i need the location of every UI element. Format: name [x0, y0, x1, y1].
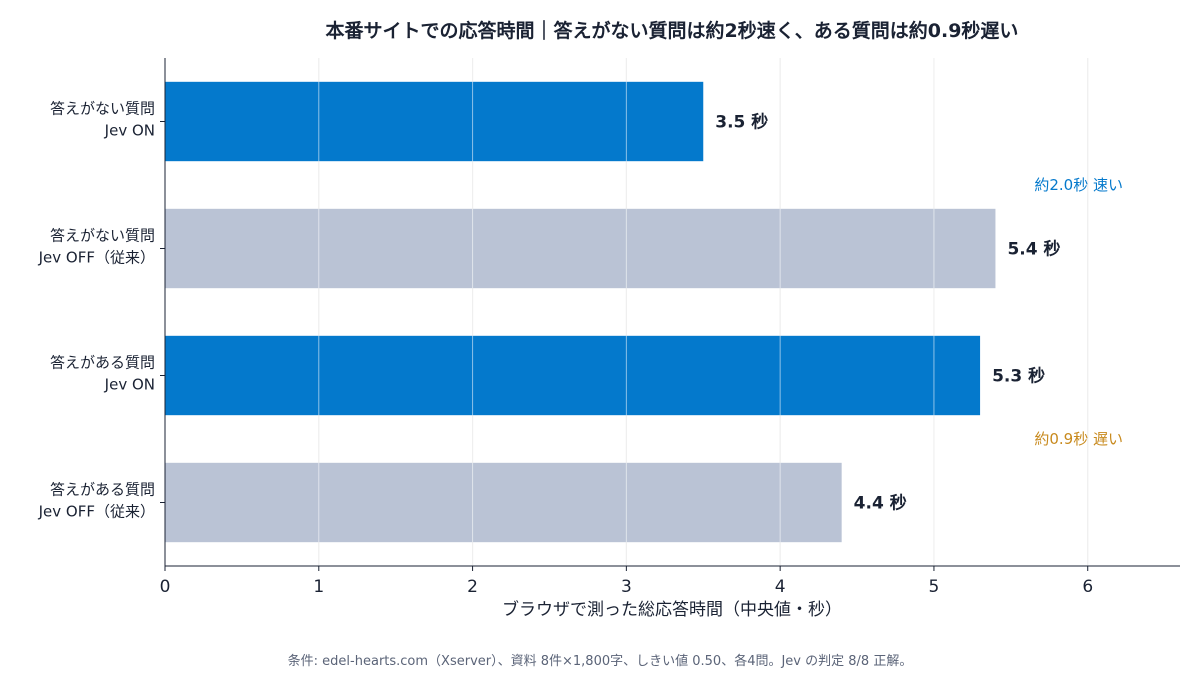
- bar: [165, 208, 996, 289]
- x-tick-label: 5: [929, 577, 940, 597]
- bar-value-label: 3.5 秒: [715, 112, 768, 133]
- x-axis-label: ブラウザで測った総応答時間（中央値・秒）: [502, 599, 842, 620]
- x-tick-label: 4: [775, 577, 786, 597]
- x-tick-label: 2: [467, 577, 478, 597]
- bar: [165, 462, 842, 543]
- axes: 答えがない質問 Jev ON 答えがない質問 Jev OFF（従来） 答えがある質問 Je…: [38, 58, 1180, 597]
- difference-annotation: 約2.0秒 速い: [1034, 176, 1123, 194]
- x-tick-label: 1: [313, 577, 324, 597]
- footnote: 条件: edel-hearts.com（Xserver）、資料 8件×1,800…: [288, 653, 913, 669]
- y-tick-label: 答えがない質問: [50, 100, 155, 118]
- y-tick-label: 答えがない質問: [50, 227, 155, 245]
- bar-value-label: 5.3 秒: [992, 366, 1045, 387]
- x-tick-label: 6: [1082, 577, 1093, 597]
- y-tick-label: 答えがある質問: [50, 354, 155, 372]
- y-tick-label: Jev ON: [104, 376, 155, 394]
- y-tick-label: Jev OFF（従来）: [38, 503, 155, 521]
- y-tick-label: 答えがある質問: [50, 481, 155, 499]
- bar-value-label: 5.4 秒: [1007, 239, 1060, 260]
- bar-value-label: 4.4 秒: [854, 493, 907, 514]
- y-tick-label: Jev ON: [104, 122, 155, 140]
- x-tick-label: 0: [160, 577, 171, 597]
- chart-title: 本番サイトでの応答時間｜答えがない質問は約2秒速く、ある質問は約0.9秒遅い: [326, 19, 1019, 42]
- difference-annotation: 約0.9秒 遅い: [1034, 430, 1123, 448]
- bar: [165, 335, 981, 416]
- y-tick-label: Jev OFF（従来）: [38, 249, 155, 267]
- bar: [165, 81, 704, 162]
- bars: [165, 58, 1089, 566]
- x-tick-label: 3: [621, 577, 632, 597]
